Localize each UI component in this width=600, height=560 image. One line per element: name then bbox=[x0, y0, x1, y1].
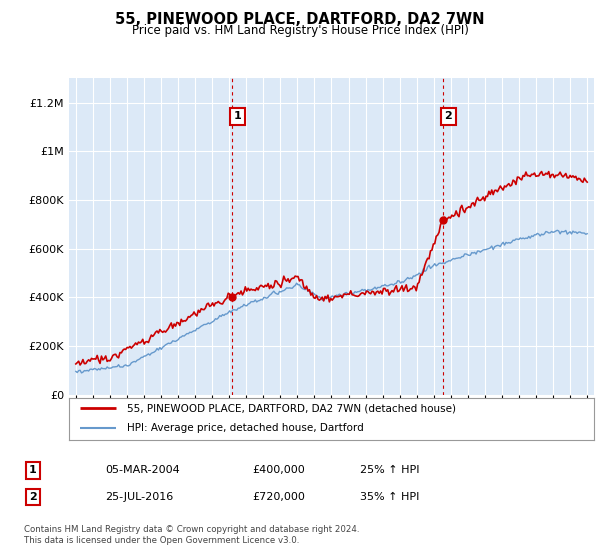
Text: 2: 2 bbox=[29, 492, 37, 502]
Text: 25-JUL-2016: 25-JUL-2016 bbox=[105, 492, 173, 502]
Text: HPI: Average price, detached house, Dartford: HPI: Average price, detached house, Dart… bbox=[127, 423, 364, 433]
Text: 55, PINEWOOD PLACE, DARTFORD, DA2 7WN (detached house): 55, PINEWOOD PLACE, DARTFORD, DA2 7WN (d… bbox=[127, 403, 456, 413]
Text: 1: 1 bbox=[29, 465, 37, 475]
Text: 2: 2 bbox=[445, 111, 452, 122]
Text: 05-MAR-2004: 05-MAR-2004 bbox=[105, 465, 180, 475]
Text: 35% ↑ HPI: 35% ↑ HPI bbox=[360, 492, 419, 502]
Text: £400,000: £400,000 bbox=[252, 465, 305, 475]
Text: £720,000: £720,000 bbox=[252, 492, 305, 502]
Text: 25% ↑ HPI: 25% ↑ HPI bbox=[360, 465, 419, 475]
Text: Price paid vs. HM Land Registry's House Price Index (HPI): Price paid vs. HM Land Registry's House … bbox=[131, 24, 469, 36]
Text: 1: 1 bbox=[233, 111, 241, 122]
Text: Contains HM Land Registry data © Crown copyright and database right 2024.
This d: Contains HM Land Registry data © Crown c… bbox=[24, 525, 359, 545]
Text: 55, PINEWOOD PLACE, DARTFORD, DA2 7WN: 55, PINEWOOD PLACE, DARTFORD, DA2 7WN bbox=[115, 12, 485, 27]
